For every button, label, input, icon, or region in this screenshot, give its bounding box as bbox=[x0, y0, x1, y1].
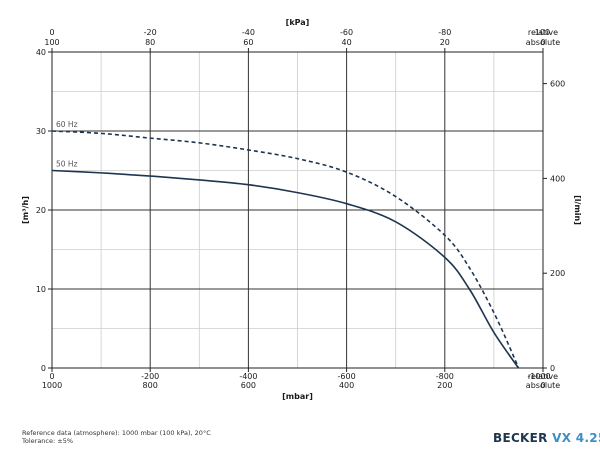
x-bottom-relative-label: -400 bbox=[239, 372, 257, 381]
x-top-absolute-label: 60 bbox=[243, 38, 253, 47]
x-bottom-absolute-label: 800 bbox=[143, 381, 158, 390]
x-top-absolute-label: 80 bbox=[145, 38, 155, 47]
x-bottom-relative-label: relative bbox=[528, 372, 558, 381]
reference-note: Reference data (atmosphere): 1000 mbar (… bbox=[22, 429, 211, 437]
x-bottom-absolute-label: 200 bbox=[437, 381, 452, 390]
y-left-tick-label: 0 bbox=[41, 364, 46, 373]
x-top-absolute-label: absolute bbox=[526, 38, 560, 47]
x-bottom-axis-title: [mbar] bbox=[282, 392, 313, 401]
y-left-axis-title: [m³/h] bbox=[21, 196, 30, 224]
x-bottom-absolute-label: 1000 bbox=[42, 381, 62, 390]
x-bottom-relative-label: 0 bbox=[49, 372, 54, 381]
chart-series bbox=[51, 130, 520, 369]
x-bottom-absolute-label: 600 bbox=[241, 381, 256, 390]
y-left-tick-label: 10 bbox=[36, 285, 46, 294]
series-line-60-hz bbox=[51, 130, 520, 369]
x-top-relative-label: 0 bbox=[49, 28, 54, 37]
y-right-tick-label: 200 bbox=[550, 269, 565, 278]
x-bottom-relative-label: -600 bbox=[338, 372, 356, 381]
x-bottom-relative-label: -200 bbox=[141, 372, 159, 381]
y-right-tick-label: 400 bbox=[550, 174, 565, 183]
y-left-tick-label: 20 bbox=[36, 206, 46, 215]
x-bottom-absolute-label: absolute bbox=[526, 381, 560, 390]
y-right-tick-label: 600 bbox=[550, 80, 565, 89]
x-top-end-relative-label: -100 bbox=[532, 28, 550, 37]
x-top-absolute-label: 20 bbox=[440, 38, 450, 47]
x-top-relative-label: -60 bbox=[340, 28, 353, 37]
tolerance-note: Tolerance: ±5% bbox=[22, 437, 74, 445]
x-bottom-end-relative-label: -1000 bbox=[527, 372, 550, 381]
chart-labels: 010203040020040060001000-200800-400600-6… bbox=[21, 18, 582, 401]
brand-model: VX 4.25 bbox=[552, 431, 600, 445]
x-bottom-relative-label: -800 bbox=[436, 372, 454, 381]
brand-name: BECKER bbox=[493, 431, 548, 445]
x-bottom-absolute-label: 400 bbox=[339, 381, 354, 390]
y-right-tick-label: 0 bbox=[550, 364, 555, 373]
x-top-absolute-label: 40 bbox=[342, 38, 352, 47]
series-label-50-hz: 50 Hz bbox=[56, 160, 78, 169]
x-top-end-absolute-label: 0 bbox=[540, 38, 545, 47]
series-label-60-hz: 60 Hz bbox=[56, 120, 78, 129]
y-right-axis-title: [l/min] bbox=[573, 195, 582, 225]
brand-logo: BECKER VX 4.25 bbox=[493, 431, 600, 445]
x-top-relative-label: -80 bbox=[438, 28, 451, 37]
x-top-absolute-label: 100 bbox=[44, 38, 59, 47]
x-top-relative-label: -40 bbox=[242, 28, 255, 37]
series-line-50-hz bbox=[51, 169, 520, 369]
x-top-relative-label: relative bbox=[528, 28, 558, 37]
x-top-axis-title: [kPa] bbox=[286, 18, 310, 27]
y-left-tick-label: 30 bbox=[36, 127, 46, 136]
y-left-tick-label: 40 bbox=[36, 48, 46, 57]
x-bottom-end-absolute-label: 0 bbox=[540, 381, 545, 390]
chart-grid bbox=[48, 48, 547, 372]
x-top-relative-label: -20 bbox=[144, 28, 157, 37]
